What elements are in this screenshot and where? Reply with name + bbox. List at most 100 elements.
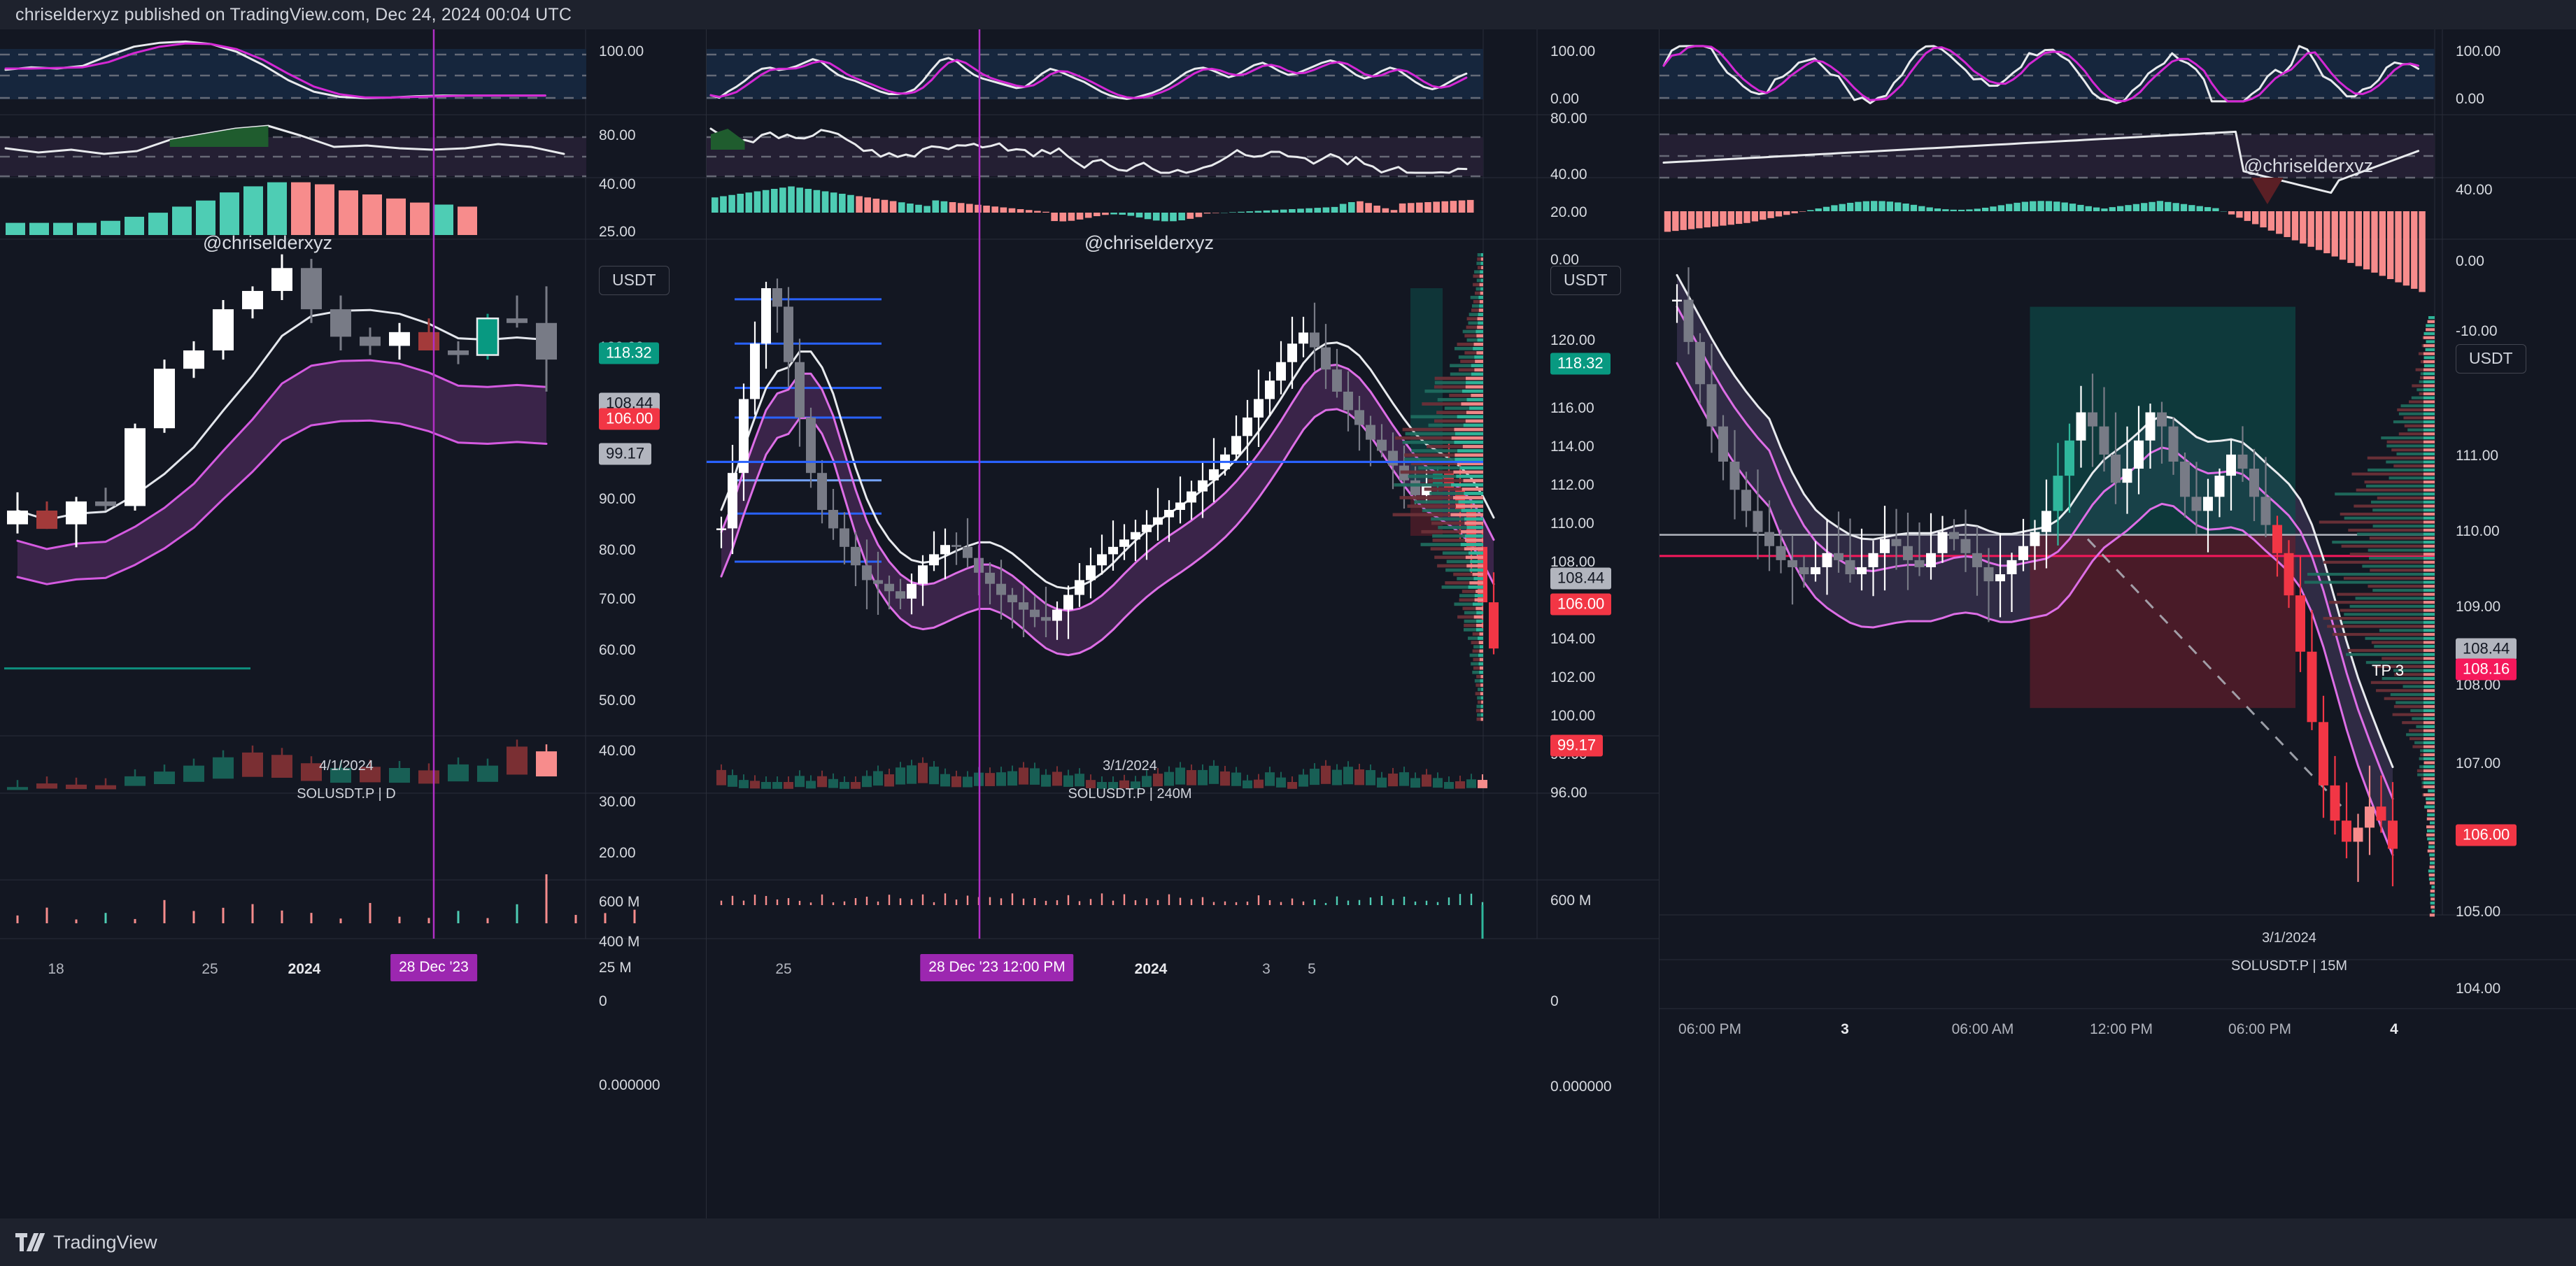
pane-title-symbol: SOLUSDT.P | 15M [2231, 958, 2347, 974]
axis-tick-label: 100.00 [599, 43, 644, 59]
axis-tick-label: 0 [599, 993, 607, 1009]
axis-tick-label: 0.00 [2456, 253, 2484, 269]
price-badge[interactable]: 108.44 [1550, 567, 1612, 590]
price-badge[interactable]: 99.17 [599, 443, 652, 465]
axis-tick-label: 25.00 [599, 224, 636, 240]
tradingview-mark-icon [15, 1233, 45, 1251]
axis-tick-label: 112.00 [1550, 477, 1594, 493]
axis-tick-label: 100.00 [2456, 43, 2501, 59]
price-badge[interactable]: 106.00 [1550, 593, 1612, 616]
axis-tick-label: 20.00 [599, 845, 636, 861]
axis-tick-label: 600 M [599, 894, 640, 910]
price-badge[interactable]: 99.17 [1550, 734, 1604, 757]
pane-title-symbol: SOLUSDT.P | D [297, 786, 396, 802]
axis-tick-label: 40.00 [599, 176, 636, 192]
axis-tick-label: 111.00 [2456, 448, 2499, 464]
time-tick: 3 [1841, 1021, 1849, 1037]
time-axis[interactable]: 06:00 PM 3 06:00 AM 12:00 PM 06:00 PM 4 [1659, 1009, 2576, 1051]
time-axis[interactable]: 25 2024 3 5 28 Dec '23 12:00 PM [707, 946, 1659, 988]
tradingview-logo[interactable]: TradingView [15, 1232, 157, 1253]
axis-tick-label: 60.00 [599, 642, 636, 658]
chart-watermark: @chriselderxyz [2244, 155, 2373, 176]
tradingview-wordmark: TradingView [53, 1231, 157, 1253]
axis-tick-label: 108.00 [1550, 554, 1596, 570]
axis-tick-label: 110.00 [2456, 523, 2500, 539]
currency-chip-usdt[interactable]: USDT [2456, 344, 2526, 374]
time-tick: 25 [201, 961, 218, 977]
axis-tick-label: 0 [1550, 993, 1559, 1009]
axis-tick-label: 70.00 [599, 591, 636, 607]
footer-bar: TradingView [0, 1218, 2576, 1266]
axis-tick-label: 0.00 [2456, 91, 2484, 107]
chart-panel-240m[interactable]: 100.000.0080.0040.0020.000.00120.00118.0… [707, 29, 1659, 1218]
axis-tick-label: 25 M [599, 960, 632, 976]
axis-tick-label: 120.00 [1550, 332, 1596, 348]
tp3-label: TP 3 [2372, 662, 2405, 679]
currency-chip-usdt[interactable]: USDT [599, 266, 670, 295]
time-tick: 06:00 PM [2228, 1021, 2291, 1037]
axis-tick-label: 110.00 [1550, 515, 1594, 532]
publish-header-bar: chriselderxyz published on TradingView.c… [0, 0, 2576, 29]
axis-tick-label: 40.00 [2456, 182, 2493, 198]
panel-divider-1 [706, 29, 707, 1218]
axis-tick-label: 80.00 [599, 542, 636, 558]
axis-tick-label: 108.00 [2456, 677, 2501, 693]
axis-tick-label: 100.00 [1550, 708, 1596, 724]
axis-tick-label: 114.00 [1550, 439, 1594, 455]
axis-tick-label: 0.000000 [1550, 1079, 1612, 1095]
time-tick: 2024 [1134, 961, 1168, 977]
crosshair-time-chip: 28 Dec '23 12:00 PM [920, 954, 1074, 981]
axis-tick-label: 40.00 [599, 743, 636, 759]
publish-credit-text: chriselderxyz published on TradingView.c… [15, 4, 572, 24]
pane-title-date: 4/1/2024 [319, 758, 374, 774]
pane-title-date: 3/1/2024 [1103, 758, 1157, 774]
price-badge[interactable]: 106.00 [2456, 824, 2517, 846]
chart-watermark: @chriselderxyz [1084, 232, 1214, 253]
time-tick: 18 [48, 961, 64, 977]
axis-tick-label: 102.00 [1550, 669, 1596, 685]
time-tick: 12:00 PM [2090, 1021, 2153, 1037]
axis-tick-label: 80.00 [599, 127, 636, 143]
axis-tick-label: -10.00 [2456, 323, 2498, 339]
price-badge[interactable]: 118.32 [1550, 353, 1611, 375]
axis-tick-label: 80.00 [1550, 111, 1587, 127]
price-badge[interactable]: 118.32 [599, 342, 659, 364]
time-tick: 06:00 PM [1678, 1021, 1741, 1037]
price-badge[interactable]: 108.16 [2456, 658, 2517, 681]
chart-watermark: @chriselderxyz [203, 232, 332, 253]
axis-tick-label: 20.00 [1550, 204, 1587, 220]
pane-title-date: 3/1/2024 [2262, 930, 2316, 946]
axis-tick-label: 40.00 [1550, 166, 1587, 183]
axis-tick-label: 0.000000 [599, 1077, 660, 1093]
crosshair-time-chip: 28 Dec '23 [390, 954, 477, 981]
time-tick: 06:00 AM [1951, 1021, 2014, 1037]
axis-tick-label: 600 M [1550, 892, 1592, 909]
panel-240m-canvas [707, 29, 1659, 939]
axis-tick-label: 105.00 [2456, 904, 2501, 920]
axis-tick-label: 90.00 [599, 491, 636, 507]
chart-panel-15m[interactable]: 100.000.0040.000.00-10.00112.00111.00110… [1659, 29, 2576, 1218]
price-badge[interactable]: 108.44 [2456, 638, 2517, 660]
time-tick: 4 [2390, 1021, 2398, 1037]
time-tick: 5 [1308, 961, 1316, 977]
axis-tick-label: 100.00 [1550, 43, 1596, 59]
panel-daily-canvas [0, 29, 707, 939]
axis-tick-label: 50.00 [599, 692, 636, 709]
axis-tick-label: 104.00 [2456, 981, 2501, 997]
time-axis[interactable]: 18252024828 Dec '23 [0, 946, 707, 988]
axis-tick-label: 104.00 [1550, 631, 1596, 647]
axis-tick-label: 109.00 [2456, 599, 2501, 615]
panel-15m-canvas [1659, 29, 2576, 1009]
axis-tick-label: 400 M [599, 934, 640, 950]
pane-title-symbol: SOLUSDT.P | 240M [1068, 786, 1192, 802]
axis-tick-label: 0.00 [1550, 91, 1579, 107]
price-badge[interactable]: 106.00 [599, 408, 660, 430]
axis-tick-label: 0.00 [1550, 252, 1579, 268]
axis-tick-label: 107.00 [2456, 755, 2501, 771]
chart-panel-daily[interactable]: 100.0080.0040.0025.000.00120.00110.0090.… [0, 29, 707, 1218]
axis-tick-label: 96.00 [1550, 785, 1587, 801]
time-tick: 25 [775, 961, 792, 977]
currency-chip-usdt[interactable]: USDT [1550, 266, 1621, 295]
time-tick: 3 [1262, 961, 1271, 977]
